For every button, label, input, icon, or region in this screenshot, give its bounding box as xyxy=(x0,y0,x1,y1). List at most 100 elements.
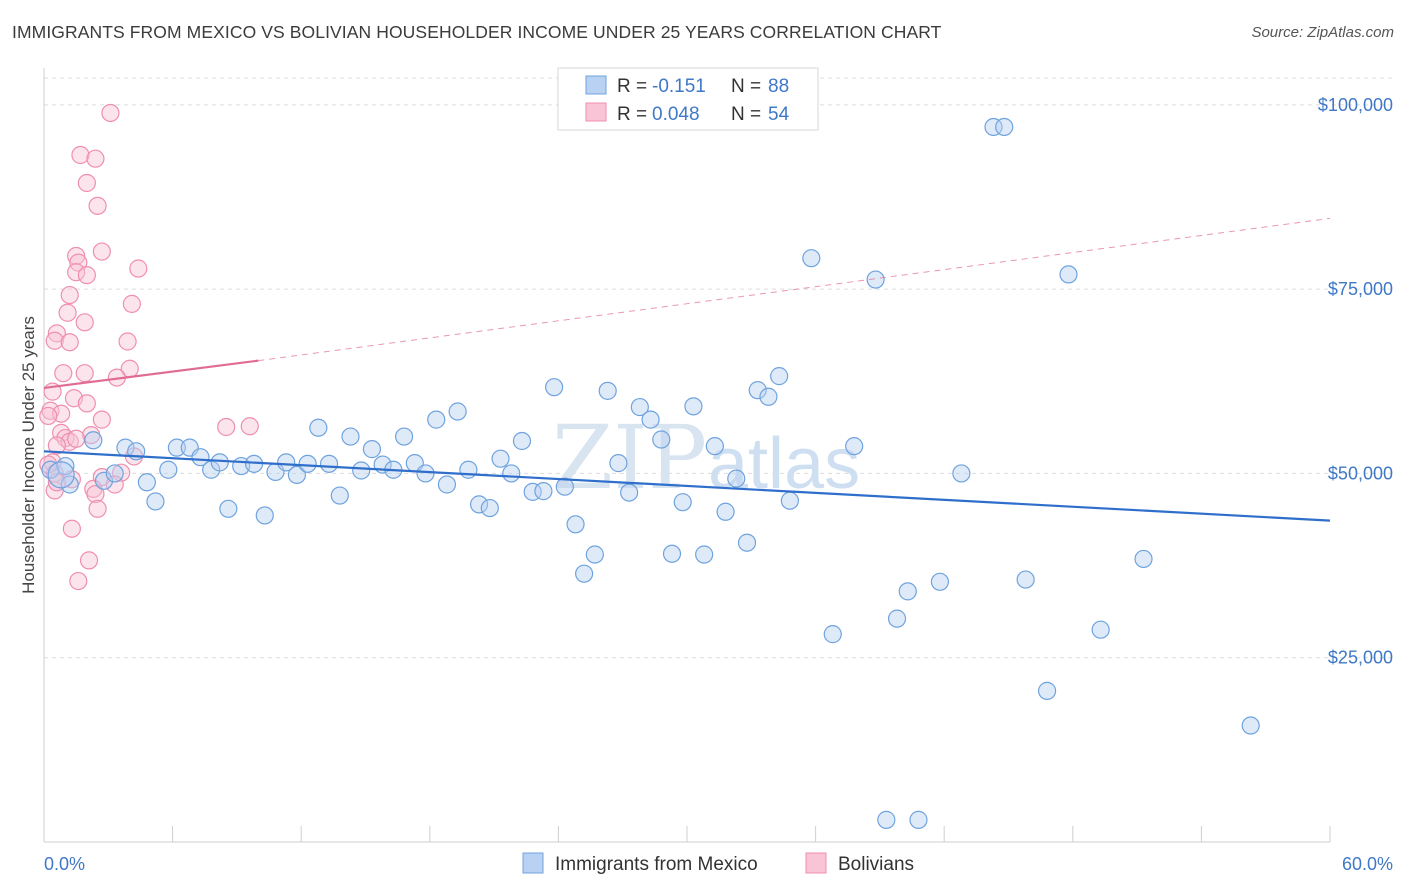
bolivians-point-17 xyxy=(60,333,79,352)
legend-r-value-1: -0.151 xyxy=(652,76,706,97)
bolivians-point-3 xyxy=(77,173,96,193)
bolivians-point-37 xyxy=(47,436,66,455)
mexico-point-72 xyxy=(866,270,885,289)
bolivians-point-48 xyxy=(88,499,107,518)
y-axis-label: Householder Income Under 25 years xyxy=(19,316,38,594)
x-tick-labels: 0.0% 60.0% xyxy=(44,854,1393,874)
legend-swatch-pink xyxy=(585,102,607,122)
mexico-point-10 xyxy=(159,460,178,479)
bolivians-point-8 xyxy=(129,259,148,278)
legend-n-value-1: 88 xyxy=(768,76,789,97)
gridlines xyxy=(44,77,1392,659)
watermark-zip: ZIP xyxy=(552,406,707,509)
mexico-point-75 xyxy=(898,582,917,601)
bolivians-point-12 xyxy=(122,294,141,313)
bolivians-points xyxy=(39,103,259,591)
legend: R = -0.151 N = 88 R = 0.048 N = 54 xyxy=(557,67,819,131)
mexico-point-84 xyxy=(1091,620,1110,639)
bolivians-point-49 xyxy=(62,519,81,538)
legend-swatch-blue xyxy=(585,75,607,95)
mexico-point-69 xyxy=(802,249,821,268)
mexico-point-78 xyxy=(952,464,971,483)
mexico-point-37 xyxy=(448,402,467,421)
bolivians-point-36 xyxy=(67,429,86,448)
mexico-point-65 xyxy=(748,381,767,400)
mexico-point-8 xyxy=(137,473,156,492)
mexico-point-9 xyxy=(146,492,165,511)
mexico-point-45 xyxy=(534,482,553,501)
bolivians-point-2 xyxy=(86,149,105,168)
mexico-point-53 xyxy=(620,483,639,502)
mexico-point-39 xyxy=(469,495,489,514)
mexico-point-58 xyxy=(673,493,692,512)
mexico-point-43 xyxy=(512,431,532,451)
mexico-point-5 xyxy=(105,464,124,483)
mexico-point-11 xyxy=(167,438,186,457)
mexico-point-66 xyxy=(759,387,778,406)
chart-source: Source: ZipAtlas.com xyxy=(1251,24,1394,41)
mexico-point-60 xyxy=(695,545,714,564)
mexico-point-28 xyxy=(352,461,371,480)
mexico-point-77 xyxy=(930,572,950,591)
trend-lines xyxy=(43,217,1331,522)
mexico-point-86 xyxy=(1241,716,1260,735)
axes xyxy=(43,68,1331,843)
bottom-legend-swatch-mexico xyxy=(522,852,544,874)
mexico-points xyxy=(41,117,1260,829)
bolivians-point-20 xyxy=(54,364,73,383)
bolivians-trend-line xyxy=(43,359,259,390)
mexico-point-85 xyxy=(1134,549,1153,569)
y-tick-label-1: $50,000 xyxy=(1328,463,1393,483)
mexico-point-35 xyxy=(427,410,446,429)
mexico-trend-line xyxy=(43,450,1331,522)
mexico-point-67 xyxy=(770,367,789,386)
mexico-point-42 xyxy=(502,464,521,483)
chart-title: IMMIGRANTS FROM MEXICO VS BOLIVIAN HOUSE… xyxy=(12,22,942,42)
y-tick-label-3: $100,000 xyxy=(1318,95,1393,115)
bolivians-point-14 xyxy=(75,313,94,332)
bolivians-point-11 xyxy=(60,285,79,305)
mexico-point-3 xyxy=(84,431,103,450)
bolivians-point-0 xyxy=(101,103,120,123)
bottom-legend-bolivians: Bolivians xyxy=(838,854,914,875)
mexico-point-49 xyxy=(575,564,594,583)
y-tick-labels: $25,000 $50,000 $75,000 $100,000 xyxy=(1318,95,1393,668)
bottom-legend: Immigrants from Mexico Bolivians xyxy=(522,852,914,875)
y-tick-label-2: $75,000 xyxy=(1328,279,1393,299)
legend-r-label-1: R = xyxy=(617,76,647,97)
mexico-point-51 xyxy=(598,381,617,400)
x-tick-label-1: 60.0% xyxy=(1342,854,1393,874)
bolivians-point-25 xyxy=(77,394,96,413)
legend-n-label-2: N = xyxy=(731,104,761,125)
bolivians-point-40 xyxy=(112,463,131,482)
bolivians-point-13 xyxy=(58,303,77,322)
bolivians-point-10 xyxy=(77,266,96,285)
mexico-point-32 xyxy=(394,427,414,446)
mexico-point-23 xyxy=(298,454,317,473)
mexico-point-59 xyxy=(684,397,703,416)
mexico-point-71 xyxy=(845,437,864,456)
mexico-point-52 xyxy=(609,454,628,473)
x-tick-label-0: 0.0% xyxy=(44,854,85,874)
mexico-point-27 xyxy=(341,427,360,446)
mexico-point-25 xyxy=(319,454,339,473)
bolivians-point-5 xyxy=(92,242,111,261)
bolivians-point-9 xyxy=(67,263,86,282)
mexico-point-63 xyxy=(727,469,746,488)
bolivians-point-30 xyxy=(217,417,236,437)
mexico-point-21 xyxy=(277,453,296,472)
mexico-point-61 xyxy=(705,437,724,456)
mexico-point-64 xyxy=(737,533,757,552)
bottom-legend-mexico: Immigrants from Mexico xyxy=(555,854,758,875)
mexico-point-83 xyxy=(1059,265,1078,284)
mexico-point-29 xyxy=(362,440,382,459)
mexico-point-26 xyxy=(330,486,349,505)
bolivians-point-15 xyxy=(47,324,66,343)
bolivians-point-6 xyxy=(67,246,86,266)
mexico-point-76 xyxy=(909,810,928,829)
mexico-point-79 xyxy=(984,117,1003,137)
y-tick-label-0: $25,000 xyxy=(1328,648,1393,668)
mexico-point-50 xyxy=(585,545,604,564)
mexico-point-36 xyxy=(437,475,457,494)
